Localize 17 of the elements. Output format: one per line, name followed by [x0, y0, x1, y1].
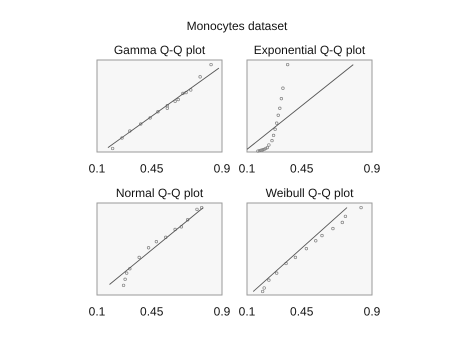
chart-title: Exponential Q-Q plot: [254, 43, 366, 57]
x-tick-label: 0.1: [238, 304, 256, 319]
x-tick-label: 0.9: [214, 304, 231, 319]
chart-title: Gamma Q-Q plot: [114, 43, 206, 57]
chart-title: Weibull Q-Q plot: [266, 186, 354, 200]
text: Monocytes dataset: [186, 19, 288, 33]
x-tick-label: 0.45: [290, 162, 314, 176]
x-tick-label: 0.1: [88, 304, 106, 319]
x-tick-label: 0.1: [238, 162, 256, 176]
x-tick-label: 0.45: [140, 162, 164, 176]
chart-title: Normal Q-Q plot: [116, 186, 204, 200]
x-tick-label: 0.45: [290, 304, 314, 319]
x-tick-label: 0.1: [88, 162, 106, 176]
x-tick-label: 0.9: [214, 162, 231, 176]
x-tick-label: 0.45: [140, 304, 164, 319]
x-tick-label: 0.9: [364, 304, 381, 319]
x-tick-label: 0.9: [364, 162, 381, 176]
